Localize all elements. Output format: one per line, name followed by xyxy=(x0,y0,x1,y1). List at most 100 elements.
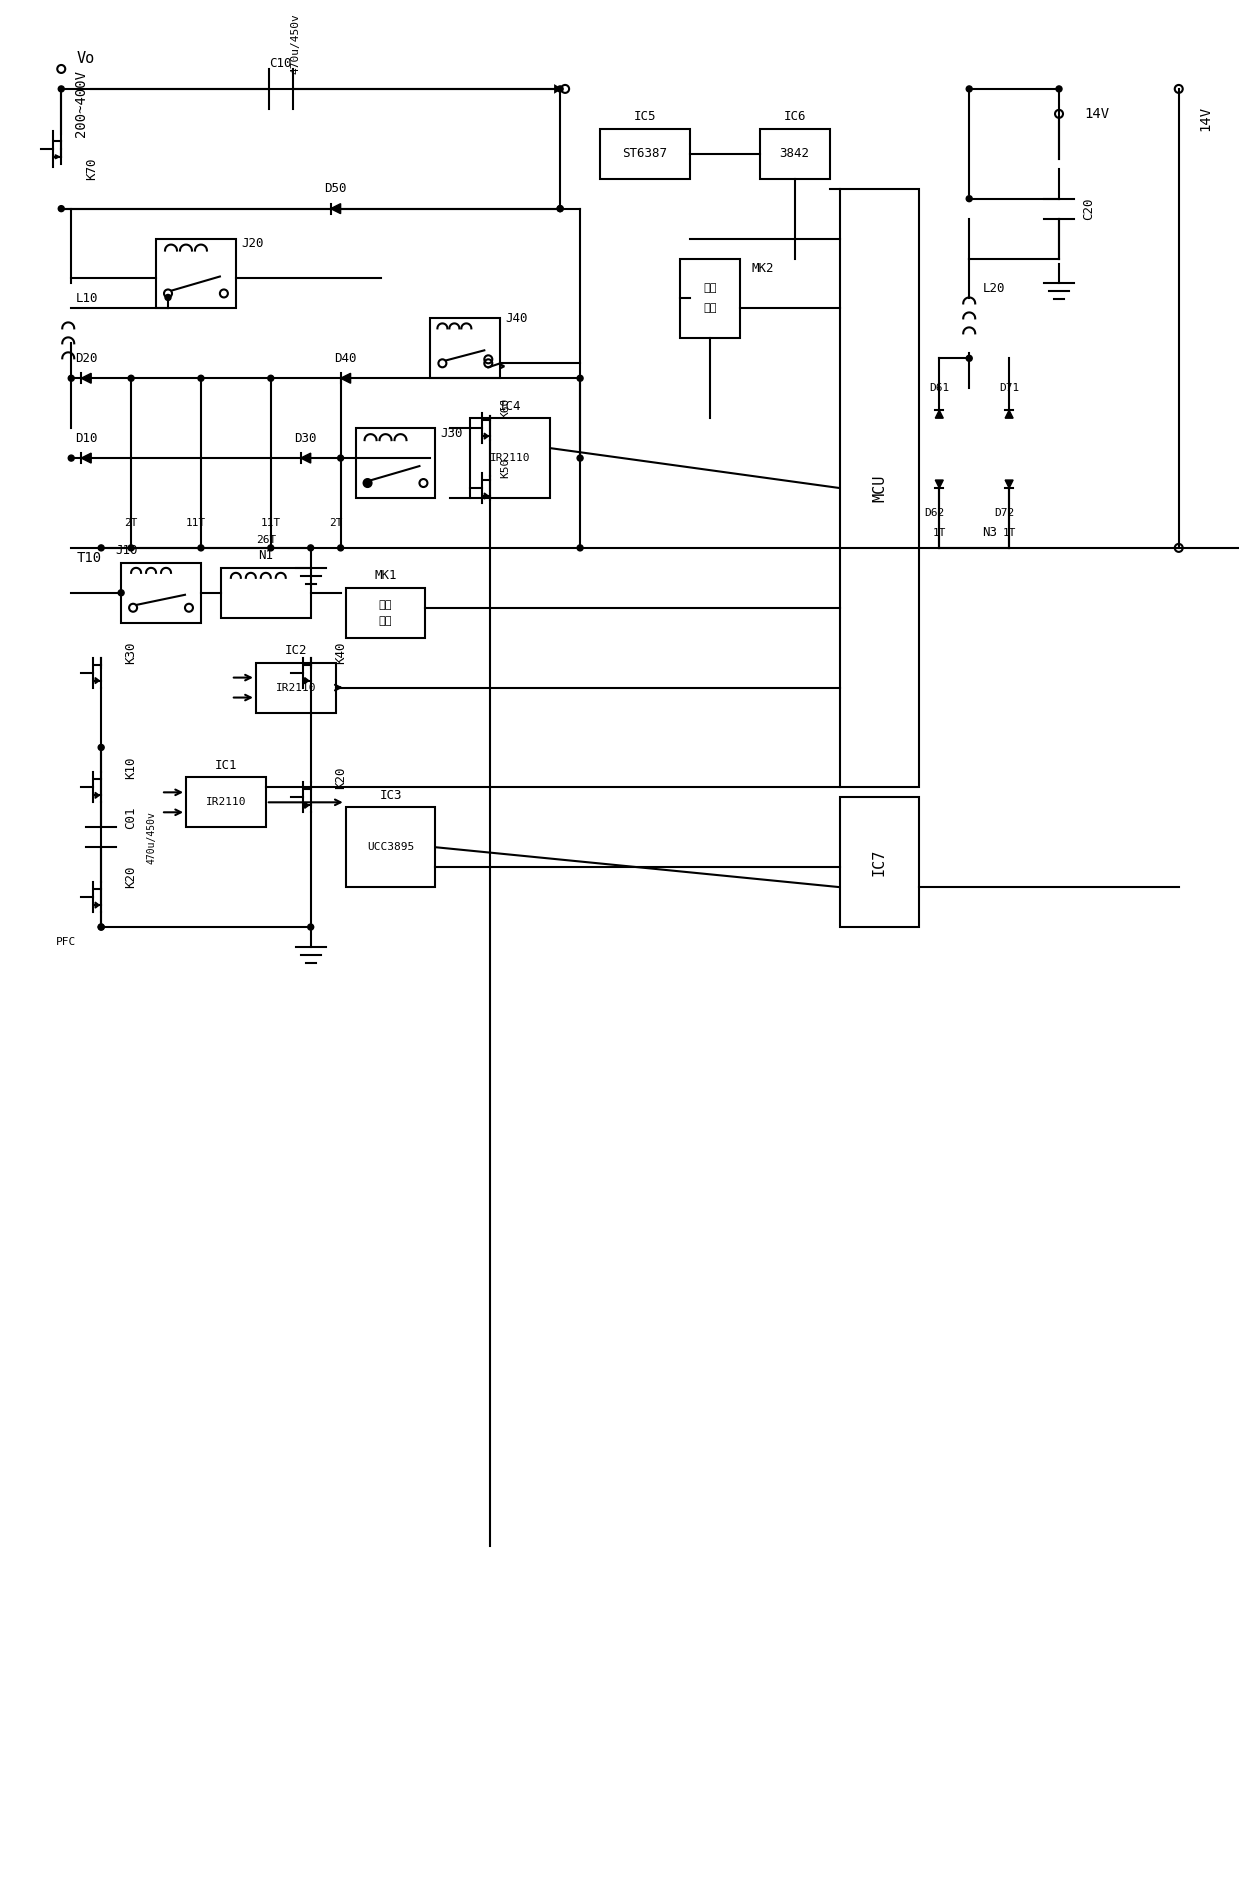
Circle shape xyxy=(98,545,104,551)
Text: 2T: 2T xyxy=(124,517,138,528)
Polygon shape xyxy=(81,374,92,383)
Circle shape xyxy=(577,376,583,381)
Circle shape xyxy=(365,479,371,487)
Text: MK1: MK1 xyxy=(374,570,397,583)
Bar xyxy=(356,428,435,498)
Text: K50: K50 xyxy=(500,459,510,477)
Text: K70: K70 xyxy=(84,157,98,179)
Text: 11T: 11T xyxy=(186,517,206,528)
Bar xyxy=(255,662,336,713)
Text: IC6: IC6 xyxy=(784,109,806,123)
Circle shape xyxy=(198,376,203,381)
Polygon shape xyxy=(81,453,92,462)
Text: IR2110: IR2110 xyxy=(490,453,531,462)
Circle shape xyxy=(337,455,343,460)
Bar xyxy=(346,808,435,887)
Circle shape xyxy=(268,545,274,551)
Circle shape xyxy=(557,87,563,92)
Text: 驱动: 驱动 xyxy=(703,304,717,313)
Bar xyxy=(186,777,265,827)
Circle shape xyxy=(308,925,314,930)
Polygon shape xyxy=(935,409,944,419)
Bar xyxy=(221,568,311,617)
Circle shape xyxy=(118,591,124,596)
Circle shape xyxy=(557,206,563,211)
Polygon shape xyxy=(305,802,309,808)
Text: L20: L20 xyxy=(983,281,1006,294)
Text: K20: K20 xyxy=(334,766,347,789)
Polygon shape xyxy=(56,155,60,159)
Text: J20: J20 xyxy=(241,238,263,251)
Text: J10: J10 xyxy=(115,543,138,557)
Text: C20: C20 xyxy=(1083,198,1095,221)
Circle shape xyxy=(128,545,134,551)
Bar xyxy=(470,419,551,498)
Circle shape xyxy=(577,455,583,460)
Text: D71: D71 xyxy=(999,383,1019,392)
Polygon shape xyxy=(341,374,351,383)
Polygon shape xyxy=(485,493,489,498)
Text: D62: D62 xyxy=(924,508,945,517)
Text: 14V: 14V xyxy=(1084,108,1109,121)
Circle shape xyxy=(98,925,104,930)
Text: K40: K40 xyxy=(334,642,347,664)
Circle shape xyxy=(68,455,74,460)
Text: 470u/450v: 470u/450v xyxy=(290,13,301,74)
Text: C01: C01 xyxy=(124,806,138,828)
Bar xyxy=(760,128,830,179)
Text: 200~400V: 200~400V xyxy=(74,70,88,138)
Circle shape xyxy=(557,206,563,211)
Text: Vo: Vo xyxy=(76,51,94,66)
Text: IC4: IC4 xyxy=(498,400,522,413)
Circle shape xyxy=(966,196,972,202)
Circle shape xyxy=(98,745,104,751)
Text: IC1: IC1 xyxy=(215,759,237,772)
Circle shape xyxy=(198,545,203,551)
Text: D10: D10 xyxy=(74,432,98,445)
Circle shape xyxy=(966,355,972,360)
Polygon shape xyxy=(1006,409,1013,419)
Text: 隔离: 隔离 xyxy=(703,283,717,294)
Polygon shape xyxy=(305,677,309,683)
Text: D72: D72 xyxy=(994,508,1014,517)
Polygon shape xyxy=(301,453,311,462)
Text: D20: D20 xyxy=(74,351,98,364)
Bar xyxy=(600,128,689,179)
Text: 驱动: 驱动 xyxy=(378,615,392,626)
Text: IR2110: IR2110 xyxy=(275,683,316,693)
Circle shape xyxy=(577,545,583,551)
Text: MK2: MK2 xyxy=(751,262,774,276)
Text: L10: L10 xyxy=(76,292,99,306)
Text: MCU: MCU xyxy=(872,474,887,502)
Text: IC5: IC5 xyxy=(634,109,656,123)
Polygon shape xyxy=(331,204,341,213)
Text: N1: N1 xyxy=(258,549,273,562)
Text: K30: K30 xyxy=(124,642,138,664)
Circle shape xyxy=(58,206,64,211)
Circle shape xyxy=(308,545,314,551)
Text: IC3: IC3 xyxy=(379,789,402,802)
Text: 隔离: 隔离 xyxy=(378,600,392,610)
Circle shape xyxy=(128,376,134,381)
Circle shape xyxy=(268,376,274,381)
Text: 1T: 1T xyxy=(1002,528,1016,538)
Text: ST6387: ST6387 xyxy=(622,147,667,160)
Text: PFC: PFC xyxy=(56,938,77,947)
Text: N3: N3 xyxy=(982,526,997,540)
Text: D40: D40 xyxy=(335,351,357,364)
Bar xyxy=(839,189,919,787)
Text: 1T: 1T xyxy=(932,528,946,538)
Text: IC7: IC7 xyxy=(872,849,887,876)
Circle shape xyxy=(58,87,64,92)
Text: 470u/450v: 470u/450v xyxy=(146,811,156,864)
Text: K60: K60 xyxy=(500,398,510,419)
Circle shape xyxy=(68,376,74,381)
Text: D30: D30 xyxy=(294,432,317,445)
Text: 11T: 11T xyxy=(260,517,281,528)
Polygon shape xyxy=(935,479,944,489)
Text: 14V: 14V xyxy=(1199,106,1213,132)
Text: UCC3895: UCC3895 xyxy=(367,842,414,853)
Circle shape xyxy=(1056,87,1061,92)
Text: 3842: 3842 xyxy=(780,147,810,160)
Polygon shape xyxy=(1006,479,1013,489)
